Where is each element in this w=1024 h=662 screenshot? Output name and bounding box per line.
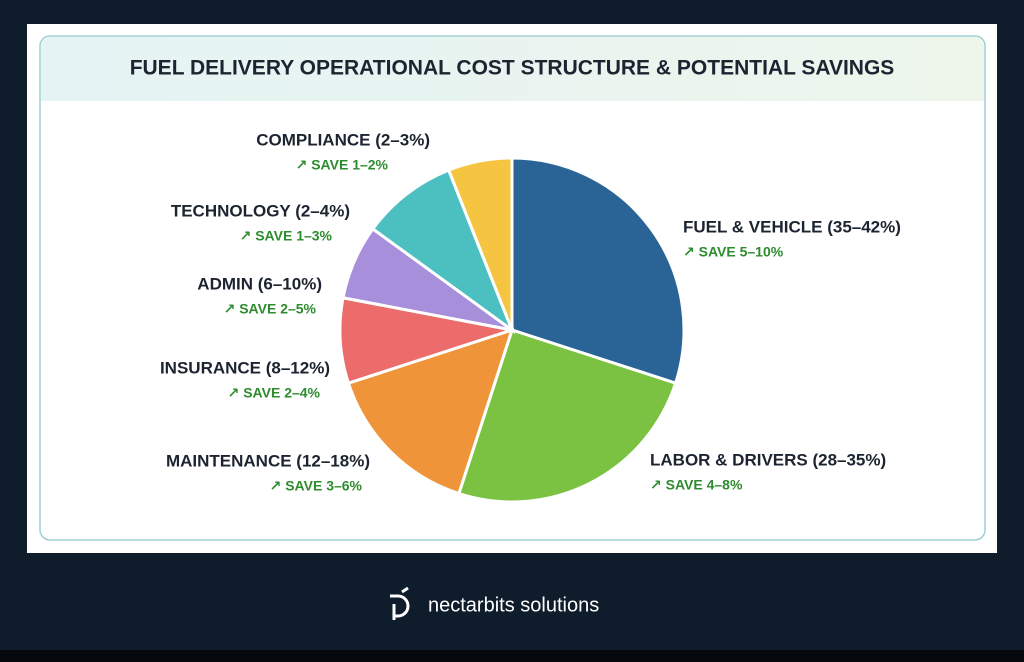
category-label: FUEL & VEHICLE (35–42%) [683, 217, 901, 236]
savings-label: ↗ SAVE 1–3% [240, 228, 333, 244]
slice [370, 168, 516, 335]
slice [456, 328, 678, 504]
savings-label: ↗ SAVE 4–8% [650, 477, 743, 493]
category-label: MAINTENANCE (12–18%) [166, 451, 370, 470]
slice [446, 156, 514, 331]
logo: nectarbits solutions [390, 586, 599, 620]
header-band [41, 36, 984, 101]
savings-label: ↗ SAVE 1–2% [296, 157, 389, 173]
savings-label: ↗ SAVE 2–4% [228, 385, 321, 401]
category-label: INSURANCE (8–12%) [160, 358, 330, 377]
category-label: TECHNOLOGY (2–4%) [171, 201, 350, 220]
bottom-strip [0, 650, 1024, 662]
savings-label: ↗ SAVE 3–6% [270, 478, 363, 494]
chart-title: FUEL DELIVERY OPERATIONAL COST STRUCTURE… [130, 57, 895, 80]
brand: nectarbits solutions [428, 594, 599, 616]
category-label: COMPLIANCE (2–3%) [256, 130, 430, 149]
category-label: LABOR & DRIVERS (28–35%) [650, 450, 886, 469]
category-label: ADMIN (6–10%) [197, 274, 322, 293]
pie [338, 156, 686, 504]
slice [510, 156, 686, 386]
labels: FUEL & VEHICLE (35–42%) ↗ SAVE 5–10% LABOR… [160, 130, 901, 493]
savings-label: ↗ SAVE 2–5% [224, 301, 317, 317]
savings-label: ↗ SAVE 5–10% [683, 244, 784, 260]
